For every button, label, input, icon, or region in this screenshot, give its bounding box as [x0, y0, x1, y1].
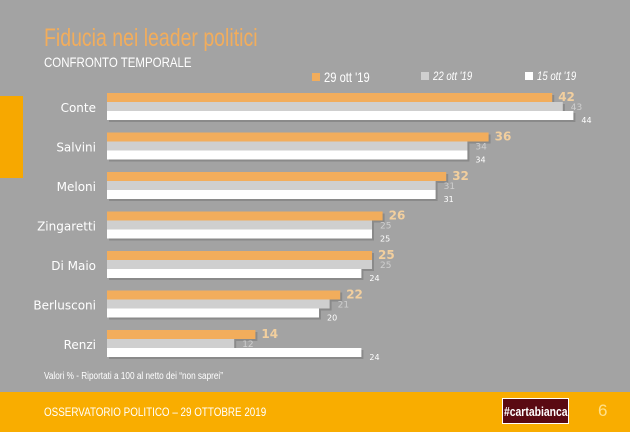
- legend-swatch: [421, 72, 429, 80]
- bar: [107, 211, 383, 221]
- bar: [107, 269, 362, 278]
- category-label: Berlusconi: [33, 299, 96, 313]
- legend-item-29-ott: 29 ott '19: [312, 69, 381, 85]
- bar: [107, 308, 319, 318]
- bar: [107, 260, 372, 269]
- bar: [107, 339, 235, 348]
- data-label: 21: [338, 301, 349, 311]
- bar: [107, 111, 574, 120]
- data-label: 34: [475, 143, 487, 153]
- data-label: 43: [571, 103, 582, 113]
- data-label: 24: [369, 353, 379, 362]
- category-label: Di Maio: [51, 259, 96, 273]
- category-label: Salvini: [56, 141, 96, 155]
- bar: [107, 229, 372, 239]
- logo-text: #cartabianca: [503, 403, 568, 419]
- data-label: 25: [380, 235, 390, 244]
- bar: [107, 181, 436, 190]
- footer-text: OSSERVATORIO POLITICO – 29 OTTOBRE 2019: [44, 405, 267, 419]
- category-label: Conte: [61, 101, 96, 115]
- bar: [107, 220, 372, 230]
- chart-title: Fiducia nei leader politici: [44, 24, 258, 52]
- bar: [107, 190, 436, 199]
- data-label: 25: [380, 261, 391, 271]
- bar: [107, 132, 489, 142]
- footer: OSSERVATORIO POLITICO – 29 OTTOBRE 2019 …: [0, 392, 630, 432]
- data-label: 24: [369, 274, 379, 283]
- bar: [107, 102, 563, 111]
- legend-swatch: [312, 73, 320, 81]
- bar: [107, 172, 447, 181]
- data-label: 34: [475, 156, 485, 165]
- bar: [107, 141, 468, 151]
- data-label: 36: [495, 130, 512, 144]
- category-label: Zingaretti: [37, 220, 96, 234]
- legend-label: 29 ott '19: [324, 69, 370, 85]
- data-label: 32: [452, 169, 469, 183]
- data-label: 25: [380, 222, 391, 232]
- cartabianca-logo: #cartabianca: [502, 398, 569, 424]
- category-label: Meloni: [57, 180, 96, 194]
- data-label: 20: [327, 314, 337, 323]
- legend-item-15-ott: 15 ott '19: [525, 69, 586, 83]
- chart-subtitle: CONFRONTO TEMPORALE: [44, 54, 192, 70]
- page-number: 6: [598, 401, 608, 420]
- bar: [107, 290, 341, 300]
- bar: [107, 150, 468, 160]
- legend-label: 22 ott '19: [433, 69, 473, 83]
- data-label: 26: [389, 209, 406, 223]
- legend-item-22-ott: 22 ott '19: [421, 69, 482, 83]
- data-label: 42: [558, 90, 575, 104]
- bar: [107, 93, 553, 102]
- data-label: 22: [346, 288, 363, 302]
- bar: [107, 348, 362, 357]
- bar: [107, 251, 372, 260]
- data-label: 31: [444, 195, 454, 204]
- data-label: 31: [444, 182, 455, 192]
- legend-label: 15 ott '19: [537, 69, 577, 83]
- accent-bar: [0, 96, 23, 178]
- bar: [107, 299, 330, 309]
- legend-swatch: [525, 72, 533, 80]
- category-label: Renzi: [64, 338, 96, 352]
- footnote: Valori % - Riportati a 100 al netto dei …: [44, 371, 223, 382]
- data-label: 12: [242, 340, 253, 350]
- bar: [107, 330, 256, 339]
- data-label: 44: [581, 116, 591, 125]
- data-label: 25: [378, 248, 395, 262]
- data-label: 14: [261, 327, 278, 341]
